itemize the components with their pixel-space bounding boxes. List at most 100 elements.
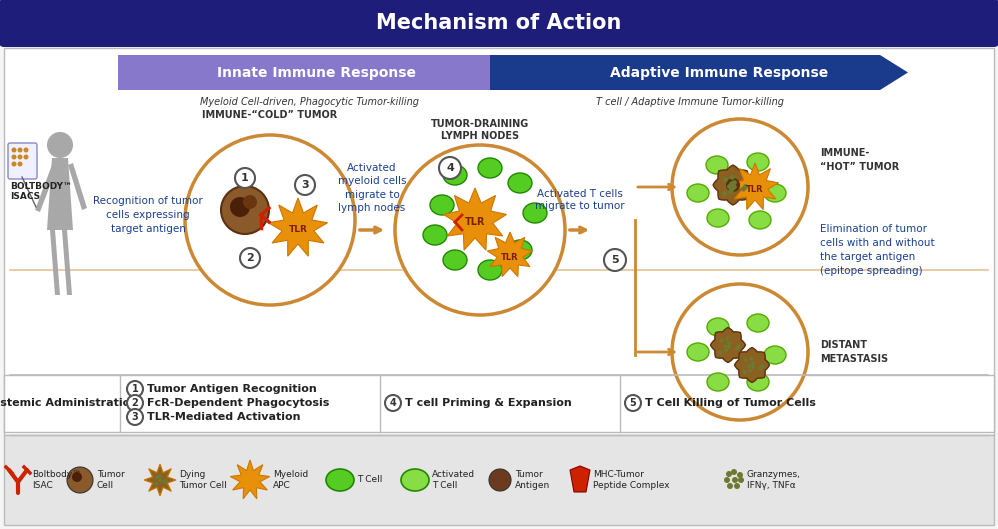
- Circle shape: [127, 381, 143, 397]
- Text: 1: 1: [242, 173, 249, 183]
- Ellipse shape: [423, 225, 447, 245]
- Text: 5: 5: [630, 398, 637, 408]
- Polygon shape: [735, 348, 769, 382]
- Circle shape: [489, 469, 511, 491]
- Circle shape: [163, 480, 167, 484]
- Circle shape: [230, 197, 250, 217]
- Circle shape: [728, 184, 733, 189]
- Ellipse shape: [523, 203, 547, 223]
- Circle shape: [720, 339, 724, 342]
- Circle shape: [744, 358, 748, 362]
- Circle shape: [737, 472, 743, 478]
- Ellipse shape: [707, 209, 729, 227]
- Circle shape: [726, 178, 740, 192]
- Circle shape: [724, 344, 728, 348]
- Circle shape: [726, 471, 732, 477]
- Text: Dying
Tumor Cell: Dying Tumor Cell: [179, 470, 227, 490]
- FancyBboxPatch shape: [8, 143, 37, 179]
- Text: TLR: TLR: [747, 185, 763, 194]
- Circle shape: [735, 346, 739, 350]
- Ellipse shape: [687, 184, 709, 202]
- Circle shape: [748, 364, 751, 368]
- Circle shape: [760, 364, 764, 368]
- Ellipse shape: [706, 156, 728, 174]
- Text: TLR: TLR: [288, 225, 307, 234]
- Circle shape: [729, 189, 734, 194]
- Polygon shape: [50, 230, 60, 295]
- Ellipse shape: [478, 260, 502, 280]
- Polygon shape: [711, 327, 746, 362]
- Text: Innate Immune Response: Innate Immune Response: [217, 66, 416, 79]
- Ellipse shape: [749, 211, 771, 229]
- Ellipse shape: [508, 240, 532, 260]
- Text: 2: 2: [247, 253, 253, 263]
- Circle shape: [295, 175, 315, 195]
- Circle shape: [750, 364, 754, 368]
- Text: Tumor
Cell: Tumor Cell: [97, 470, 125, 490]
- Polygon shape: [68, 163, 87, 210]
- Ellipse shape: [707, 373, 729, 391]
- FancyBboxPatch shape: [4, 435, 994, 525]
- Polygon shape: [714, 165, 753, 205]
- Circle shape: [159, 479, 163, 483]
- Circle shape: [127, 395, 143, 411]
- Circle shape: [672, 119, 808, 255]
- Circle shape: [24, 148, 29, 152]
- Ellipse shape: [508, 173, 532, 193]
- Text: Adaptive Immune Response: Adaptive Immune Response: [610, 66, 828, 79]
- Circle shape: [604, 249, 626, 271]
- Ellipse shape: [707, 318, 729, 336]
- Text: T Cell Killing of Tumor Cells: T Cell Killing of Tumor Cells: [645, 398, 816, 408]
- Circle shape: [750, 365, 754, 369]
- Circle shape: [751, 361, 755, 365]
- Text: 4: 4: [389, 398, 396, 408]
- Ellipse shape: [401, 469, 429, 491]
- Circle shape: [439, 157, 461, 179]
- Text: Tumor Antigen Recognition: Tumor Antigen Recognition: [147, 384, 316, 394]
- Circle shape: [47, 132, 73, 158]
- Text: Granzymes,
IFNγ, TNFα: Granzymes, IFNγ, TNFα: [747, 470, 800, 490]
- Text: TLR: TLR: [501, 252, 519, 261]
- Polygon shape: [880, 55, 908, 90]
- Circle shape: [724, 177, 729, 182]
- Circle shape: [743, 370, 747, 375]
- Text: IMMUNE-“COLD” TUMOR: IMMUNE-“COLD” TUMOR: [203, 110, 337, 120]
- Polygon shape: [231, 460, 269, 499]
- Circle shape: [732, 477, 738, 483]
- Polygon shape: [490, 55, 880, 90]
- Ellipse shape: [764, 184, 786, 202]
- Text: Mechanism of Action: Mechanism of Action: [376, 13, 622, 33]
- FancyBboxPatch shape: [4, 375, 994, 432]
- Polygon shape: [570, 466, 590, 492]
- Circle shape: [728, 341, 732, 345]
- Circle shape: [758, 367, 762, 370]
- Text: Activated
myeloid cells
migrate to
lymph nodes: Activated myeloid cells migrate to lymph…: [337, 163, 406, 213]
- Circle shape: [18, 148, 23, 152]
- Text: 2: 2: [132, 398, 139, 408]
- Circle shape: [726, 336, 730, 341]
- Ellipse shape: [430, 195, 454, 215]
- Circle shape: [158, 475, 162, 478]
- Circle shape: [732, 184, 737, 189]
- Polygon shape: [732, 163, 778, 209]
- Polygon shape: [47, 158, 73, 230]
- Text: 5: 5: [611, 255, 619, 265]
- Circle shape: [749, 357, 753, 360]
- Circle shape: [72, 472, 82, 482]
- Polygon shape: [35, 165, 57, 212]
- Text: T cell / Adaptive Immune Tumor-killing: T cell / Adaptive Immune Tumor-killing: [596, 97, 784, 107]
- Circle shape: [235, 168, 255, 188]
- Text: Elimination of tumor
cells with and without
the target antigen
(epitope spreadin: Elimination of tumor cells with and with…: [820, 224, 934, 276]
- Circle shape: [722, 191, 727, 196]
- Circle shape: [731, 469, 737, 475]
- Circle shape: [737, 344, 741, 349]
- Circle shape: [734, 483, 740, 489]
- Circle shape: [732, 180, 737, 185]
- Circle shape: [742, 187, 747, 191]
- Circle shape: [185, 135, 355, 305]
- Text: Tumor
Antigen: Tumor Antigen: [515, 470, 550, 490]
- Circle shape: [154, 482, 158, 486]
- Circle shape: [243, 195, 257, 209]
- Text: Systemic Administration: Systemic Administration: [0, 398, 139, 408]
- Ellipse shape: [764, 346, 786, 364]
